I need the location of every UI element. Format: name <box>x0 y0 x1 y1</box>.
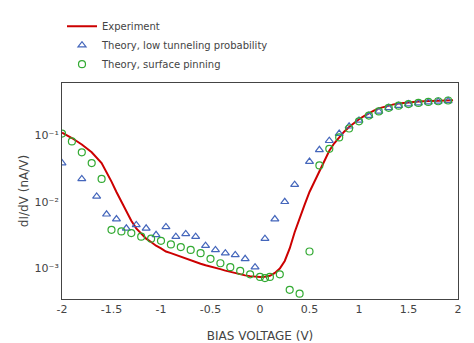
svg-text:1.5: 1.5 <box>400 303 418 316</box>
svg-text:2: 2 <box>455 303 462 316</box>
svg-text:-1: -1 <box>156 303 167 316</box>
svg-text:dI/dV (nA/V): dI/dV (nA/V) <box>17 155 31 227</box>
svg-text:-1.5: -1.5 <box>101 303 122 316</box>
svg-text:-2: -2 <box>57 303 68 316</box>
svg-text:Experiment: Experiment <box>102 21 160 32</box>
svg-text:0.5: 0.5 <box>301 303 319 316</box>
svg-text:0: 0 <box>257 303 264 316</box>
svg-text:10⁻³: 10⁻³ <box>35 262 59 275</box>
svg-text:10⁻²: 10⁻² <box>35 196 59 209</box>
svg-text:Theory, low tunneling probabil: Theory, low tunneling probability <box>101 40 267 51</box>
svg-text:Theory, surface pinning: Theory, surface pinning <box>101 59 221 70</box>
svg-text:BIAS VOLTAGE (V): BIAS VOLTAGE (V) <box>207 329 314 343</box>
svg-text:10⁻¹: 10⁻¹ <box>35 129 59 142</box>
svg-text:-0.5: -0.5 <box>200 303 221 316</box>
svg-text:1: 1 <box>356 303 363 316</box>
